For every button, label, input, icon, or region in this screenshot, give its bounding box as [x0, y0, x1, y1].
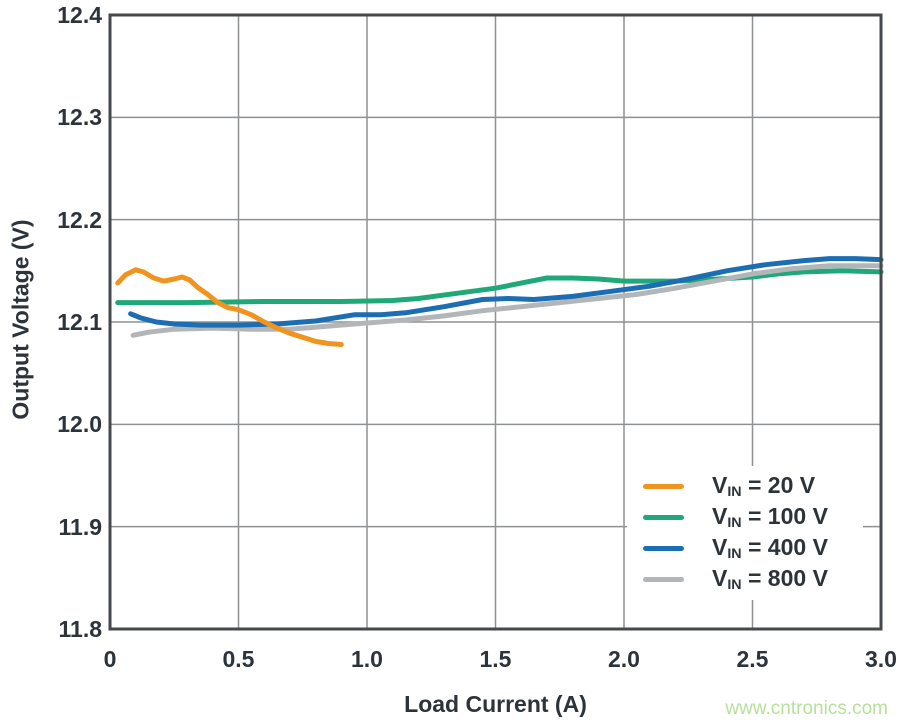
y-tick-label: 12.3: [57, 104, 102, 131]
y-tick-label: 12.0: [57, 411, 102, 438]
legend-item: VIN = 100 V: [643, 503, 863, 532]
x-axis-title: Load Current (A): [404, 691, 587, 717]
y-tick-label: 11.9: [58, 513, 103, 540]
x-tick-label: 2.0: [608, 646, 640, 672]
x-tick-label: 1.5: [479, 646, 512, 672]
legend: VIN = 20 V VIN = 100 V VIN = 400 V VIN = 80…: [627, 466, 863, 600]
x-tick-label: 0: [103, 646, 117, 672]
series-line-100v: [115, 268, 884, 306]
watermark-link[interactable]: www.cntronics.com: [725, 698, 888, 719]
x-tick-label: 2.5: [736, 646, 769, 672]
y-axis-title: Output Voltage (V): [7, 219, 34, 420]
y-tick-label: 12.2: [57, 206, 102, 233]
legend-item-label: VIN = 20 V: [712, 472, 816, 501]
legend-item: VIN = 400 V: [643, 534, 863, 563]
legend-item-label: VIN = 100 V: [712, 503, 828, 532]
series-line-800v: [130, 263, 884, 338]
y-tick-label: 12.4: [57, 2, 102, 28]
legend-item: VIN = 20 V: [643, 472, 863, 501]
y-tick-label: 11.8: [58, 616, 103, 642]
series-line-400v: [128, 256, 884, 328]
legend-swatch: [643, 546, 684, 551]
legend-swatch: [643, 577, 684, 582]
legend-swatch: [643, 484, 684, 489]
legend-item-label: VIN = 800 V: [712, 565, 828, 594]
x-tick-label: 0.5: [222, 646, 255, 672]
series-line-20v: [115, 267, 344, 347]
x-tick-label: 3.0: [865, 646, 897, 672]
y-tick-label: 12.1: [57, 309, 102, 335]
x-tick-label: 1.0: [351, 646, 383, 672]
legend-item: VIN = 800 V: [643, 565, 863, 594]
legend-swatch: [643, 515, 684, 520]
legend-item-label: VIN = 400 V: [712, 534, 828, 563]
plot-border: [108, 13, 883, 631]
